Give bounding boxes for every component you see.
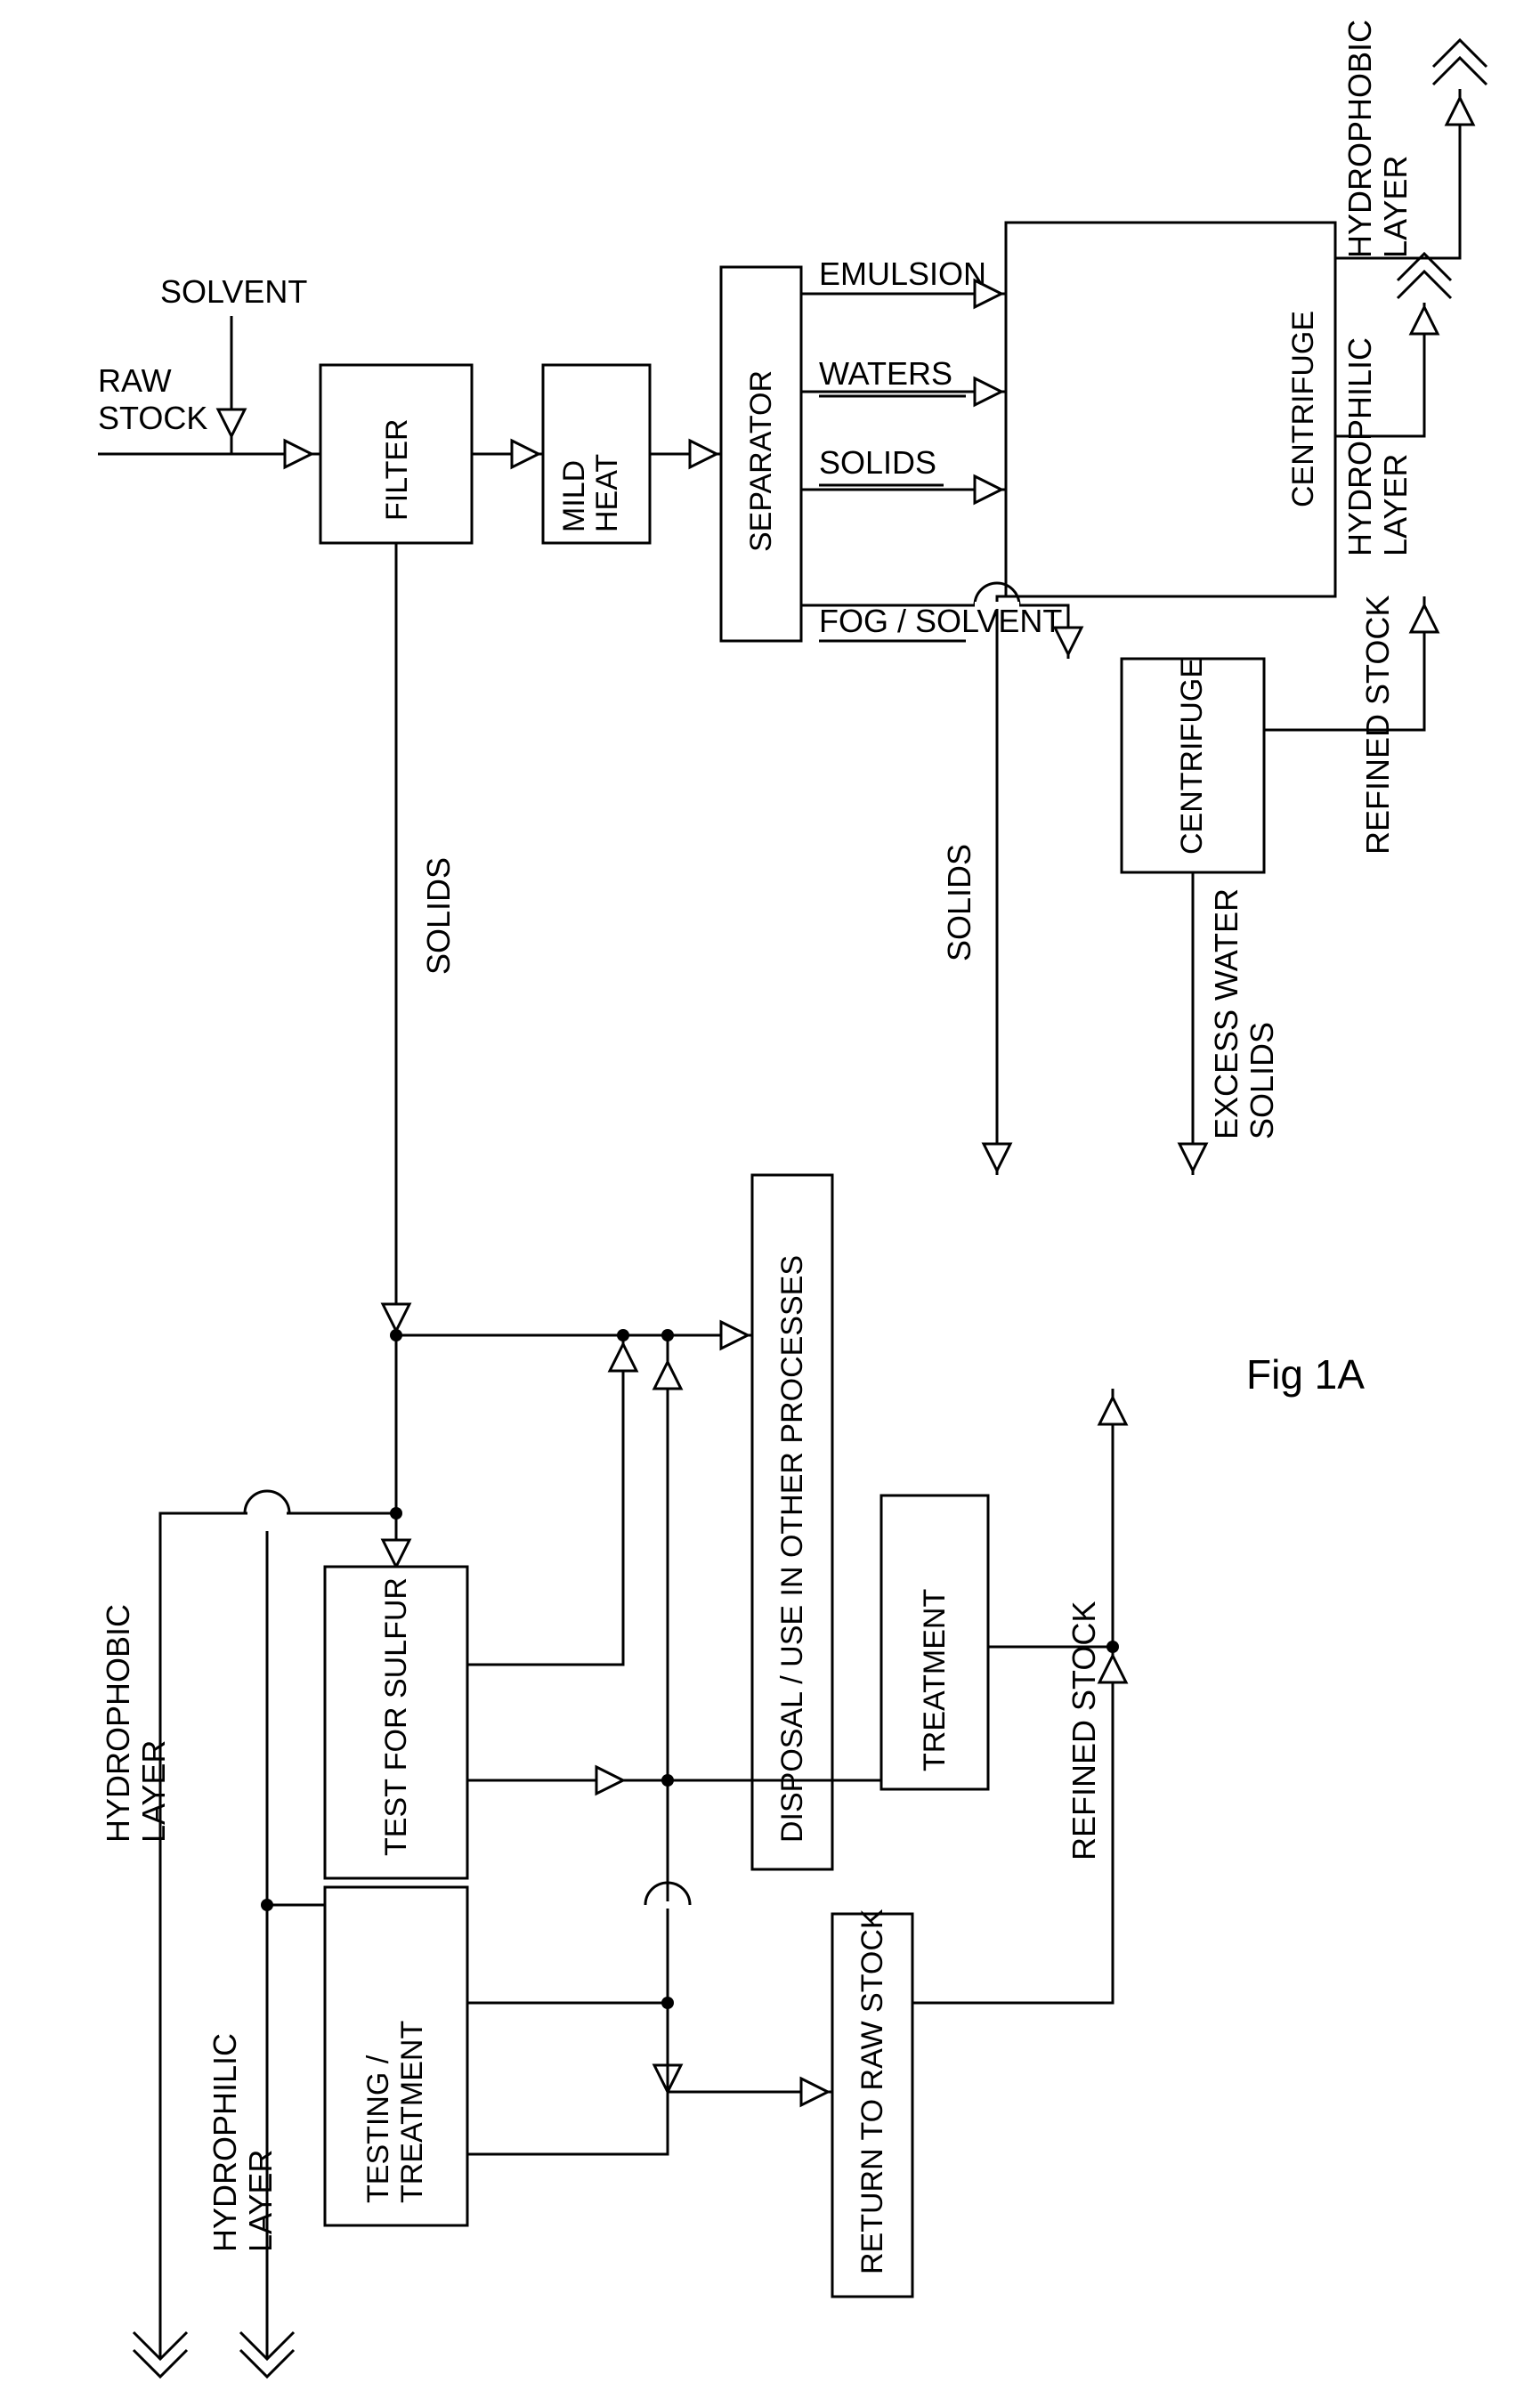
- hydrophobic-break2: [1433, 40, 1487, 67]
- c1-solids-arrow: [984, 1144, 1010, 1171]
- filter-to-heat-arrow: [512, 441, 539, 467]
- disposal-text: DISPOSAL / USE IN OTHER PROCESSES: [775, 1255, 809, 1843]
- hydrophilic-out-arrow: [1411, 307, 1438, 334]
- hydrophobic-in-1: HYDROPHOBIC: [100, 1604, 136, 1843]
- into-return-arrow: [801, 2079, 828, 2105]
- sulfur-out1-arrow: [610, 1344, 636, 1371]
- sep-solids-label: SOLIDS: [819, 444, 936, 481]
- excess-arrow: [1179, 1144, 1206, 1171]
- flowchart-canvas: RAW STOCK SOLVENT FILTER MILD HEAT SEPAR…: [0, 0, 1540, 2399]
- sep-solids-arrow: [975, 476, 1001, 503]
- refined1-line: [1264, 596, 1424, 730]
- fog-label: FOG / SOLVENT: [819, 603, 1062, 639]
- hydrophobic-sulfur-arrow: [383, 1540, 409, 1567]
- dot-hydrophilic: [261, 1899, 273, 1911]
- figure-label: Fig 1A: [1246, 1351, 1365, 1398]
- sulfur-out1: [467, 1335, 623, 1665]
- hydrophobic-out-1: HYDROPHOBIC: [1341, 20, 1378, 258]
- refined2-label: REFINED STOCK: [1066, 1601, 1102, 1860]
- mild-heat-text-2: HEAT: [590, 454, 624, 532]
- raw-stock-arrow: [285, 441, 312, 467]
- refined1-label: REFINED STOCK: [1359, 596, 1396, 855]
- filter-solids-arrow: [383, 1304, 409, 1331]
- treatment-refined-arrow: [1099, 1398, 1126, 1424]
- hydrophobic-break1: [1433, 58, 1487, 85]
- excess-label-1: EXCESS WATER: [1208, 888, 1244, 1139]
- filter-solids-label: SOLIDS: [420, 857, 457, 975]
- collector-arrow: [721, 1322, 748, 1349]
- treatment-branch-arrow: [1099, 1656, 1126, 1682]
- waters-arrow: [975, 378, 1001, 405]
- centrifuge1-text: CENTRIFUGE: [1286, 311, 1320, 507]
- hydrophobic-out-arrow: [1447, 98, 1473, 125]
- shared-750-arrow: [654, 1362, 681, 1389]
- excess-label-2: SOLIDS: [1244, 1022, 1280, 1139]
- hydrophilic-out-2: LAYER: [1377, 454, 1414, 556]
- c1-solids-line: [997, 596, 1068, 1175]
- testing-out2: [467, 2003, 668, 2154]
- centrifuge2-text: CENTRIFUGE: [1175, 658, 1209, 855]
- raw-stock-label-2: STOCK: [98, 400, 207, 436]
- hydrophilic-in-2: LAYER: [242, 2150, 279, 2252]
- emulsion-label: EMULSION: [819, 255, 986, 292]
- return-text: RETURN TO RAW STOCK: [855, 1909, 889, 2274]
- hydrophilic-in-1: HYDROPHILIC: [207, 2033, 243, 2252]
- c1-solids-label: SOLIDS: [941, 844, 977, 961]
- sulfur-out2-arrow-h: [596, 1767, 623, 1794]
- hydrophobic-out-2: LAYER: [1377, 156, 1414, 258]
- heat-to-sep-arrow: [690, 441, 717, 467]
- mild-heat-text-1: MILD: [557, 460, 591, 532]
- sulfur-text: TEST FOR SULFUR: [379, 1577, 413, 1856]
- solvent-label: SOLVENT: [160, 273, 307, 310]
- hydrophobic-in-2: LAYER: [135, 1740, 172, 1843]
- filter-text: FILTER: [380, 418, 414, 521]
- dot-750-disposal: [661, 1329, 674, 1341]
- separator-text: SEPARATOR: [744, 370, 778, 552]
- solvent-arrow: [218, 409, 245, 436]
- waters-label: WATERS: [819, 355, 952, 392]
- hydrophilic-break1: [1398, 272, 1451, 298]
- dot-hydrophobic: [390, 1507, 402, 1520]
- raw-stock-label-1: RAW: [98, 362, 172, 399]
- sulfur-out2: [467, 1780, 668, 2003]
- treatment-text: TREATMENT: [918, 1589, 952, 1771]
- refined1-arrow: [1411, 605, 1438, 632]
- dot-sulfur-disposal: [617, 1329, 629, 1341]
- hydrophilic-out-1: HYDROPHILIC: [1341, 337, 1378, 556]
- testing-text-2: TREATMENT: [395, 2021, 429, 2203]
- testing-text-1: TESTING /: [361, 2055, 395, 2203]
- dot-treatment: [1106, 1641, 1119, 1653]
